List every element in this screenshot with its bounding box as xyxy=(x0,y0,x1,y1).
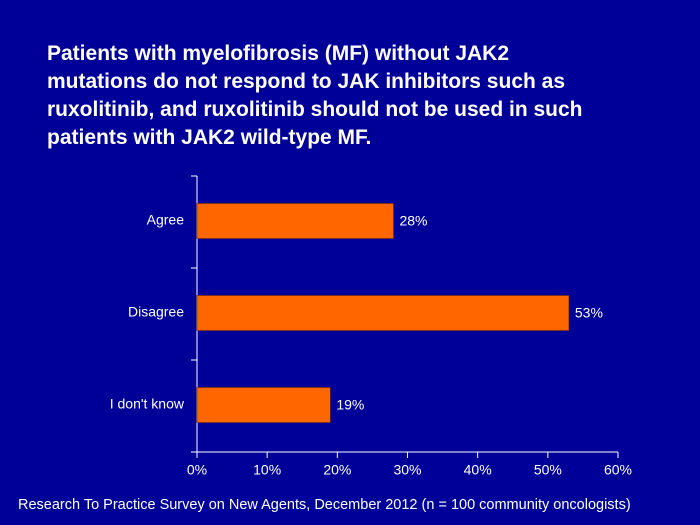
y-tick-label: Agree xyxy=(147,212,185,228)
bar xyxy=(196,295,570,331)
bar xyxy=(196,387,331,423)
chart-title: Patients with myelofibrosis (MF) without… xyxy=(47,42,583,149)
x-tick-label: 30% xyxy=(393,462,421,478)
x-tick-label: 60% xyxy=(604,462,632,478)
x-tick-label: 20% xyxy=(323,462,351,478)
data-label: 28% xyxy=(399,213,427,229)
x-tick-label: 0% xyxy=(187,462,207,478)
y-tick-label: Disagree xyxy=(128,304,184,320)
data-label: 19% xyxy=(336,397,364,413)
footnote: Research To Practice Survey on New Agent… xyxy=(18,497,631,513)
x-tick-label: 50% xyxy=(534,462,562,478)
x-tick-label: 10% xyxy=(253,462,281,478)
bar xyxy=(196,203,394,239)
data-label: 53% xyxy=(575,305,603,321)
x-tick-label: 40% xyxy=(464,462,492,478)
y-tick-label: I don't know xyxy=(110,396,185,412)
